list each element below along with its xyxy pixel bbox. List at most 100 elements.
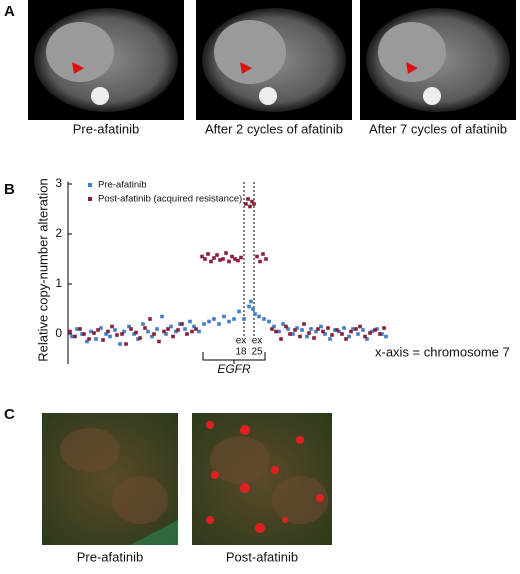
point <box>384 334 388 339</box>
point <box>92 331 96 335</box>
point <box>342 326 346 330</box>
point <box>237 309 241 314</box>
point <box>180 322 184 326</box>
point <box>232 317 236 321</box>
point <box>224 251 228 255</box>
point <box>141 322 145 326</box>
point <box>164 332 168 336</box>
point <box>252 202 256 206</box>
point <box>307 331 311 335</box>
legend-marker <box>88 183 92 187</box>
point <box>80 332 84 336</box>
point <box>89 329 93 334</box>
point <box>363 334 367 339</box>
point <box>150 334 154 339</box>
point <box>302 322 306 326</box>
point <box>138 336 142 340</box>
point <box>312 336 316 340</box>
point <box>115 333 119 337</box>
y-tick-label: 2 <box>55 226 62 240</box>
point <box>323 332 327 336</box>
point <box>330 333 334 337</box>
point <box>183 327 187 331</box>
exon-label: 18 <box>235 347 247 358</box>
point <box>295 326 299 330</box>
point <box>113 328 117 332</box>
point <box>96 328 100 332</box>
point <box>75 327 79 331</box>
point <box>157 339 161 344</box>
point <box>101 338 105 342</box>
y-axis-label: Relative copy-number alteration <box>35 178 50 362</box>
point <box>160 314 164 319</box>
point <box>253 312 257 316</box>
point <box>319 324 323 329</box>
image-caption: After 7 cycles of afatinib <box>369 121 507 136</box>
point <box>227 319 231 324</box>
point <box>340 332 344 336</box>
point <box>349 329 353 334</box>
point <box>94 337 98 341</box>
point <box>206 252 210 256</box>
point <box>354 327 358 331</box>
point <box>118 342 122 346</box>
image-caption: After 2 cycles of afatinib <box>205 121 343 136</box>
point <box>291 332 295 336</box>
point <box>378 332 382 336</box>
point <box>78 327 82 331</box>
point <box>134 330 138 335</box>
point <box>127 324 131 329</box>
point <box>321 329 325 334</box>
point <box>222 314 226 319</box>
panel-label: C <box>4 406 15 423</box>
point <box>314 329 318 334</box>
point <box>344 337 348 341</box>
point <box>70 334 74 339</box>
point <box>298 334 302 339</box>
point <box>99 326 103 330</box>
point <box>316 327 320 331</box>
point <box>347 334 351 339</box>
point <box>257 314 261 319</box>
point <box>178 322 182 326</box>
point <box>250 199 254 204</box>
point <box>185 332 189 336</box>
point <box>152 332 156 336</box>
point <box>272 324 276 329</box>
point <box>333 328 337 332</box>
point <box>264 257 268 261</box>
point <box>261 252 265 256</box>
point <box>194 327 198 331</box>
exon-label: ex <box>236 336 247 347</box>
point <box>286 327 290 331</box>
legend-marker <box>88 197 92 201</box>
point <box>218 258 222 262</box>
point <box>351 327 355 331</box>
point <box>246 197 250 201</box>
point <box>365 337 369 341</box>
point <box>87 337 91 341</box>
point <box>239 255 243 260</box>
point <box>258 259 262 264</box>
point <box>249 299 253 304</box>
point <box>248 204 252 209</box>
point <box>255 254 259 259</box>
point <box>207 319 211 324</box>
point <box>122 329 126 334</box>
image-caption: Pre-afatinib <box>73 121 139 136</box>
point <box>380 332 384 336</box>
point <box>176 328 180 332</box>
point <box>104 332 108 336</box>
point <box>162 329 166 334</box>
point <box>361 328 365 332</box>
y-tick-label: 0 <box>55 326 62 340</box>
point <box>188 319 192 324</box>
point <box>82 332 86 336</box>
point <box>212 317 216 321</box>
point <box>203 257 207 261</box>
point <box>73 334 77 339</box>
legend-label: Pre-afatinib <box>98 180 147 191</box>
point <box>202 322 206 326</box>
point <box>217 322 221 326</box>
